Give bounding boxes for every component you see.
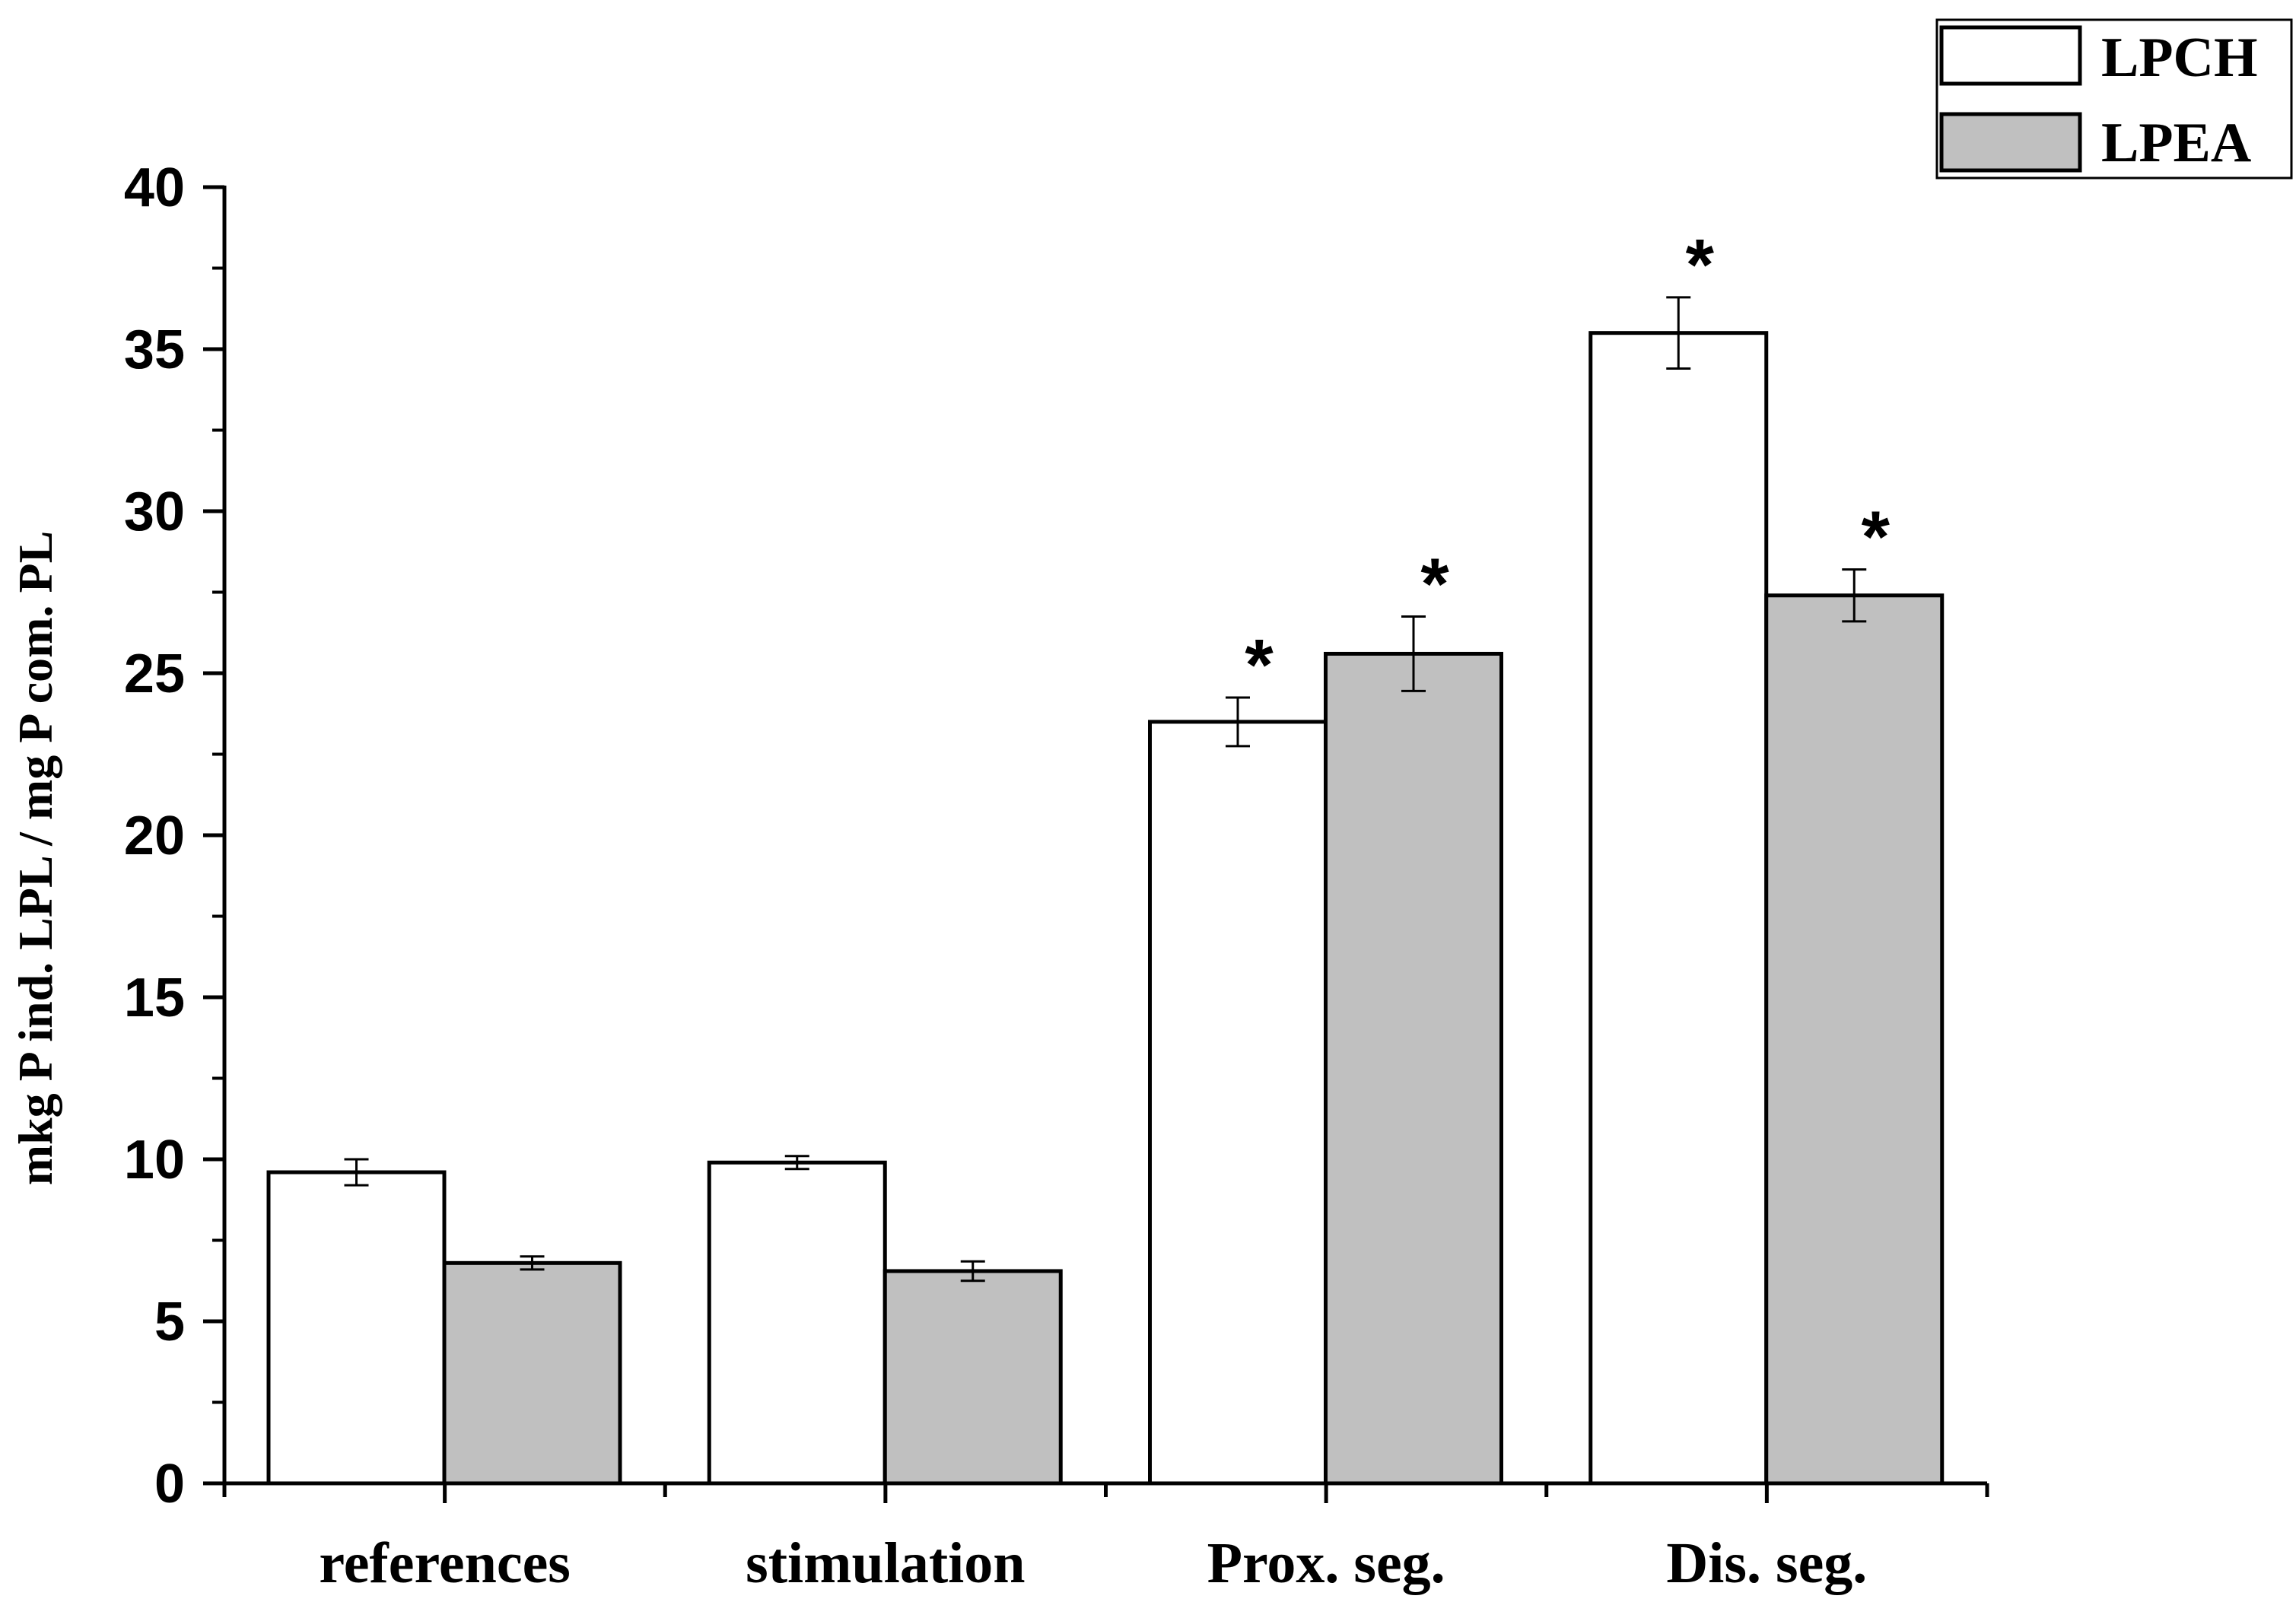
significance-markers: * * * * (1245, 224, 1890, 706)
significance-star: * (1420, 543, 1449, 625)
bar-lpea-3 (1324, 651, 1503, 1486)
bar-lpch-4 (1588, 331, 1769, 1486)
x-axis: references stimulation Prox. seg. Dis. seg. (222, 1481, 1989, 1595)
bar-lpch-3 (1148, 720, 1328, 1486)
y-axis-title: mkg P ind. LPL / mg P com. PL (8, 531, 62, 1186)
significance-star: * (1245, 625, 1274, 706)
y-tick-label: 35 (124, 319, 185, 380)
x-tick-label: Dis. seg. (1666, 1531, 1867, 1595)
y-tick-label: 0 (154, 1454, 185, 1515)
y-tick-label: 5 (154, 1292, 185, 1352)
y-tick-label: 15 (124, 968, 185, 1028)
x-tick-label: references (319, 1531, 571, 1595)
x-tick-label: stimulation (746, 1531, 1025, 1595)
y-axis: 0 5 10 15 20 25 30 35 40 (124, 157, 227, 1515)
bar-lpea-1 (442, 1260, 622, 1486)
bars (266, 331, 1945, 1486)
legend[interactable]: LPCH LPEA (1935, 18, 2293, 180)
legend-swatch-lpch (1939, 25, 2082, 86)
bar-lpch-1 (266, 1170, 447, 1486)
x-tick-label: Prox. seg. (1207, 1531, 1445, 1595)
legend-swatch-lpea (1939, 112, 2082, 173)
y-tick-label: 25 (124, 644, 185, 704)
legend-label-lpch: LPCH (2101, 27, 2258, 89)
bar-lpch-2 (707, 1160, 887, 1486)
bar-lpea-2 (882, 1269, 1063, 1486)
legend-label-lpea: LPEA (2101, 112, 2251, 174)
significance-star: * (1686, 224, 1715, 306)
significance-star: * (1862, 497, 1891, 578)
y-tick-label: 20 (124, 806, 185, 866)
y-tick-label: 10 (124, 1130, 185, 1190)
y-tick-label: 40 (124, 157, 185, 218)
y-tick-label: 30 (124, 482, 185, 542)
bar-lpea-4 (1764, 593, 1945, 1486)
error-bars (344, 296, 1867, 1283)
